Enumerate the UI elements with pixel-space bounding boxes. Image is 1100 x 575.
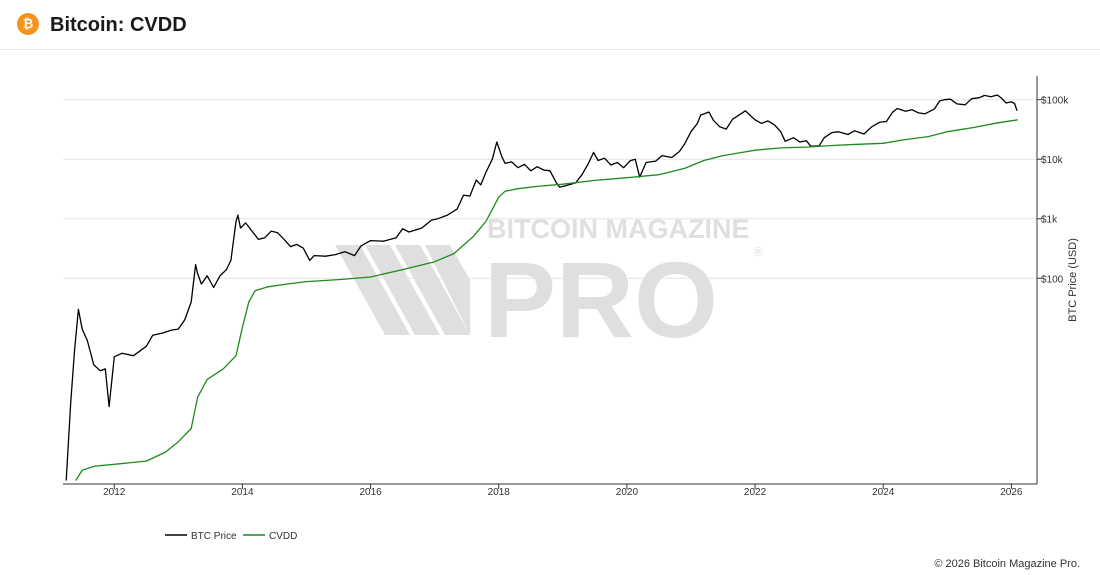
y-tick-label: $100: [1041, 274, 1064, 285]
series-line-cvdd: [75, 119, 1018, 481]
y-tick-label: $100k: [1041, 96, 1069, 107]
x-tick-label: 2024: [872, 487, 895, 498]
x-tick-label: 2026: [1000, 487, 1023, 498]
header: ₿ Bitcoin: CVDD: [0, 0, 1100, 50]
x-tick-label: 2022: [744, 487, 767, 498]
y-tick-label: $1k: [1041, 215, 1058, 226]
bitcoin-icon: ₿: [17, 13, 39, 35]
y-tick-label: $10k: [1041, 155, 1064, 166]
chart: BITCOIN MAGAZINE PRO ® $100$1k$10k$100k …: [63, 76, 1079, 542]
watermark-logo-icon: [335, 245, 470, 335]
page-title: Bitcoin: CVDD: [50, 14, 187, 36]
watermark-line2: PRO: [484, 239, 718, 360]
x-tick-label: 2012: [103, 487, 126, 498]
x-tick-label: 2018: [488, 487, 511, 498]
grid: [63, 99, 1037, 279]
legend-item-cvdd[interactable]: CVDD: [243, 531, 297, 542]
watermark-reg: ®: [752, 245, 764, 259]
series-group: [65, 94, 1018, 481]
x-tick-label: 2016: [359, 487, 382, 498]
x-axis: 2012 2014 2016 2018 2020 2022 2024 2026: [103, 484, 1023, 498]
legend-label-cvdd: CVDD: [269, 531, 297, 542]
series-line-btc-price: [65, 94, 1018, 481]
x-tick-label: 2014: [231, 487, 254, 498]
x-tick-label: 2020: [616, 487, 639, 498]
legend-label-btc-price: BTC Price: [191, 531, 237, 542]
legend: BTC Price CVDD: [165, 531, 297, 542]
watermark: BITCOIN MAGAZINE PRO ®: [335, 214, 764, 360]
legend-item-btc-price[interactable]: BTC Price: [165, 531, 237, 542]
y-axis-title: BTC Price (USD): [1067, 238, 1079, 322]
y-axis: $100 $1k $10k $100k: [1037, 96, 1069, 285]
copyright-notice: © 2026 Bitcoin Magazine Pro.: [934, 558, 1080, 570]
